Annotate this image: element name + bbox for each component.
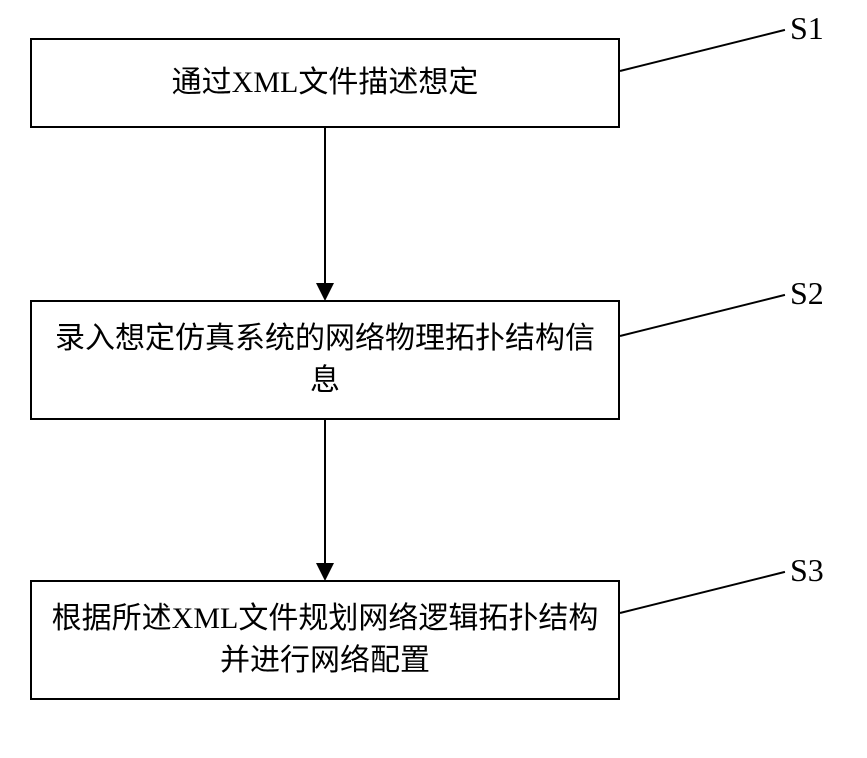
flow-node-s2: 录入想定仿真系统的网络物理拓扑结构信息 <box>30 300 620 420</box>
flow-node-s3-text: 根据所述XML文件规划网络逻辑拓扑结构并进行网络配置 <box>48 598 602 682</box>
step-label-s2: S2 <box>790 275 824 312</box>
label-connector-s3 <box>620 571 785 614</box>
flow-node-s1: 通过XML文件描述想定 <box>30 38 620 128</box>
arrow-s2-s3-line <box>324 420 326 563</box>
label-connector-s1 <box>620 29 785 72</box>
arrow-s2-s3-head <box>316 563 334 581</box>
flow-node-s3: 根据所述XML文件规划网络逻辑拓扑结构并进行网络配置 <box>30 580 620 700</box>
flow-node-s2-text: 录入想定仿真系统的网络物理拓扑结构信息 <box>48 318 602 402</box>
step-label-s1: S1 <box>790 10 824 47</box>
flow-node-s1-text: 通过XML文件描述想定 <box>172 62 479 104</box>
arrow-s1-s2-head <box>316 283 334 301</box>
label-connector-s2 <box>620 294 785 337</box>
step-label-s3: S3 <box>790 552 824 589</box>
arrow-s1-s2-line <box>324 128 326 283</box>
